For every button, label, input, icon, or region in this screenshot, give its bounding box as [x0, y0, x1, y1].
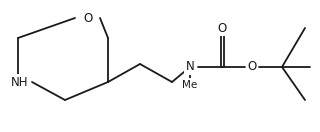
Text: N: N [186, 60, 194, 74]
Text: O: O [217, 22, 227, 34]
Text: NH: NH [11, 76, 29, 88]
Text: O: O [247, 60, 257, 74]
Text: O: O [84, 11, 92, 25]
Text: Me: Me [182, 80, 198, 90]
